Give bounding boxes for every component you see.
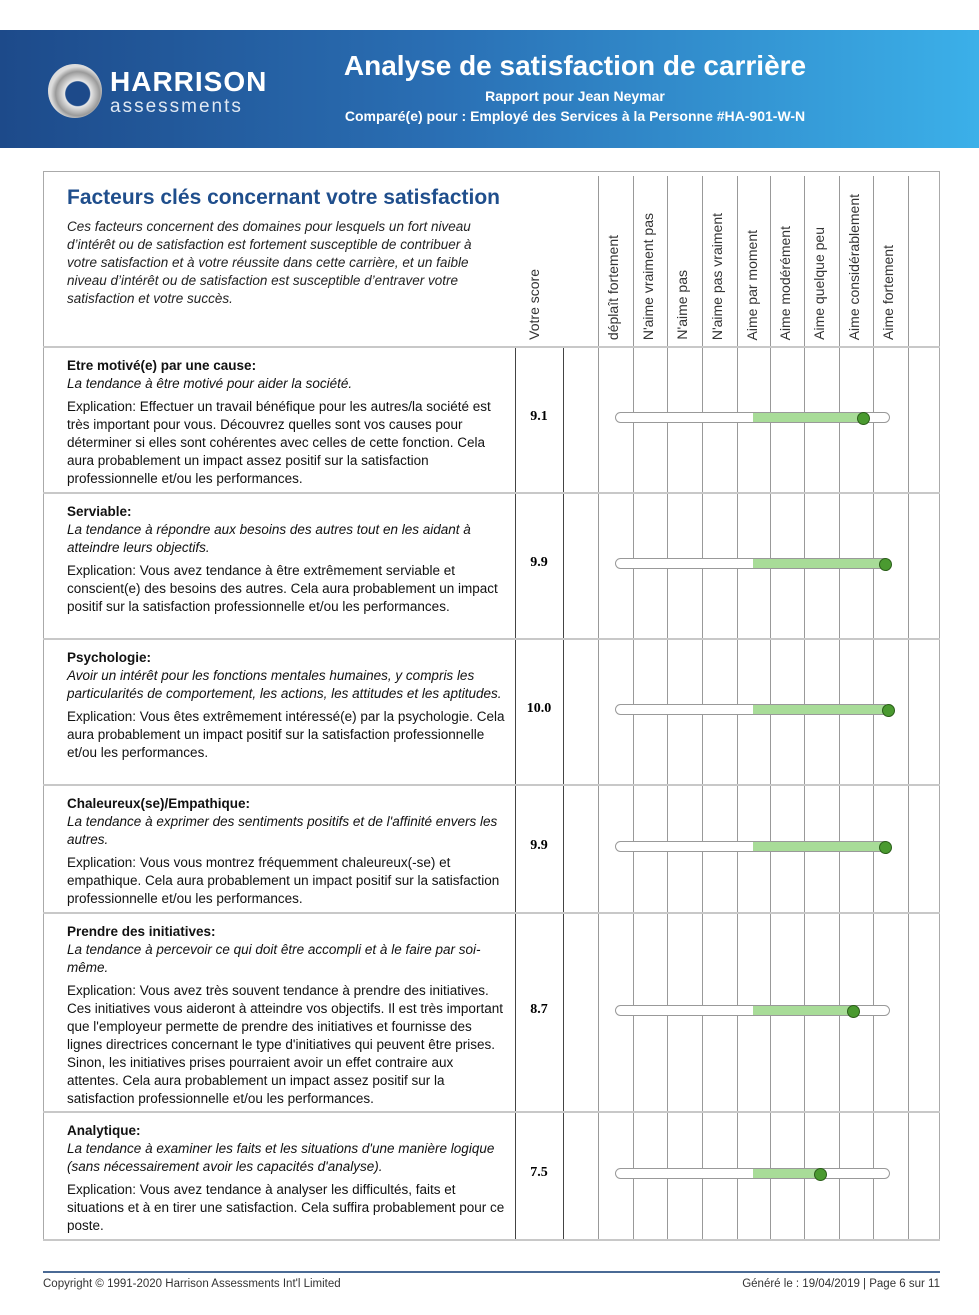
factor-text: Chaleureux(se)/Empathique: La tendance à … xyxy=(67,795,507,908)
factor-score: 8.7 xyxy=(530,1002,548,1017)
score-marker xyxy=(857,412,871,425)
score-bar xyxy=(615,1005,890,1016)
factor-text: Etre motivé(e) par une cause: La tendance… xyxy=(67,357,507,488)
factor-title: Analytique: xyxy=(67,1123,141,1138)
generated-page: Généré le : 19/04/2019 | Page 6 sur 11 xyxy=(742,1278,940,1290)
report-title: Analyse de satisfaction de carrière xyxy=(343,50,807,81)
factor-tendency: La tendance à examiner les faits et les … xyxy=(67,1141,495,1174)
score-bar-fill xyxy=(753,705,889,714)
score-bar xyxy=(615,558,890,569)
factor-tendency: La tendance à être motivé pour aider la … xyxy=(67,376,353,391)
score-bar-fill xyxy=(753,1006,854,1015)
factor-explanation: Explication: Vous avez tendance à être e… xyxy=(67,563,498,614)
score-marker xyxy=(846,1005,860,1018)
factor-title: Psychologie: xyxy=(67,650,152,665)
grid-line xyxy=(515,347,516,1240)
logo-subtext: assessments xyxy=(110,96,243,117)
column-header-7: Aime considérablement xyxy=(846,193,862,340)
score-marker xyxy=(879,841,893,854)
score-marker xyxy=(813,1168,827,1181)
logo-text: HARRISON xyxy=(110,66,268,97)
section-description: Ces facteurs concernent des domaines pou… xyxy=(67,219,472,306)
factor-score: 9.9 xyxy=(530,838,548,853)
column-header-0: déplaît fortement xyxy=(605,234,621,340)
factor-title: Prendre des initiatives: xyxy=(67,924,216,939)
factor-title: Etre motivé(e) par une cause: xyxy=(67,358,257,373)
factor-explanation: Explication: Vous êtes extrêmement intér… xyxy=(67,709,505,760)
grid-line xyxy=(598,176,599,1240)
row-divider xyxy=(43,638,940,640)
row-divider xyxy=(43,784,940,786)
column-header-6: Aime quelque peu xyxy=(811,227,827,340)
factor-tendency: La tendance à répondre aux besoins des a… xyxy=(67,522,471,555)
factor-title: Serviable: xyxy=(67,504,132,519)
factor-score: 9.1 xyxy=(530,409,548,424)
header-banner: HARRISON assessments Analyse de satisfac… xyxy=(0,30,979,148)
column-header-score: Votre score xyxy=(526,269,542,340)
score-bar-fill xyxy=(753,1169,821,1178)
factor-explanation: Explication: Vous avez très souvent tend… xyxy=(67,983,503,1106)
column-header-5: Aime modérément xyxy=(777,225,793,340)
harrison-logo-icon xyxy=(48,64,102,118)
factor-text: Serviable: La tendance à répondre aux bes… xyxy=(67,503,507,616)
score-marker xyxy=(879,558,893,571)
factor-tendency: La tendance à percevoir ce qui doit être… xyxy=(67,942,481,975)
compared-to: Comparé(e) pour : Employé des Services à… xyxy=(344,108,806,124)
factor-text: Prendre des initiatives: La tendance à pe… xyxy=(67,923,507,1108)
table-bottom xyxy=(43,1239,940,1241)
score-bar-fill xyxy=(753,842,887,851)
row-divider xyxy=(43,1111,940,1113)
score-bar xyxy=(615,841,890,852)
factor-explanation: Explication: Vous avez tendance à analys… xyxy=(67,1182,505,1233)
report-subtitle: Rapport pour Jean Neymar xyxy=(485,88,665,104)
factor-score: 7.5 xyxy=(530,1165,548,1180)
score-bar-fill xyxy=(753,559,887,568)
factor-text: Psychologie: Avoir un intérêt pour les fo… xyxy=(67,649,507,762)
factor-score: 10.0 xyxy=(526,701,552,716)
column-header-4: Aime par moment xyxy=(744,229,760,340)
factor-text: Analytique: La tendance à examiner les fa… xyxy=(67,1122,507,1235)
factor-tendency: Avoir un intérêt pour les fonctions ment… xyxy=(67,668,502,701)
column-header-2: N'aime pas xyxy=(674,270,690,340)
row-divider xyxy=(43,492,940,494)
footer-divider xyxy=(43,1271,940,1273)
column-header-3: N'aime pas vraiment xyxy=(709,212,725,340)
score-marker xyxy=(882,704,895,717)
column-header-1: N'aime vraiment pas xyxy=(640,212,656,340)
column-header-8: Aime fortement xyxy=(880,245,896,340)
factor-title: Chaleureux(se)/Empathique: xyxy=(67,796,251,811)
grid-line xyxy=(908,176,909,1240)
factor-score: 9.9 xyxy=(530,555,548,570)
factor-tendency: La tendance à exprimer des sentiments po… xyxy=(67,814,498,847)
score-bar xyxy=(615,412,890,423)
score-bar xyxy=(615,1168,890,1179)
row-divider xyxy=(43,912,940,914)
score-bar xyxy=(615,704,890,715)
factor-explanation: Explication: Effectuer un travail bénéfi… xyxy=(67,399,491,486)
grid-line xyxy=(563,347,564,1240)
copyright: Copyright © 1991-2020 Harrison Assessmen… xyxy=(43,1278,341,1290)
section-title: Facteurs clés concernant votre satisfact… xyxy=(67,186,500,209)
score-bar-fill xyxy=(753,413,865,422)
row-divider xyxy=(43,346,940,348)
factor-explanation: Explication: Vous vous montrez fréquemme… xyxy=(67,855,500,906)
